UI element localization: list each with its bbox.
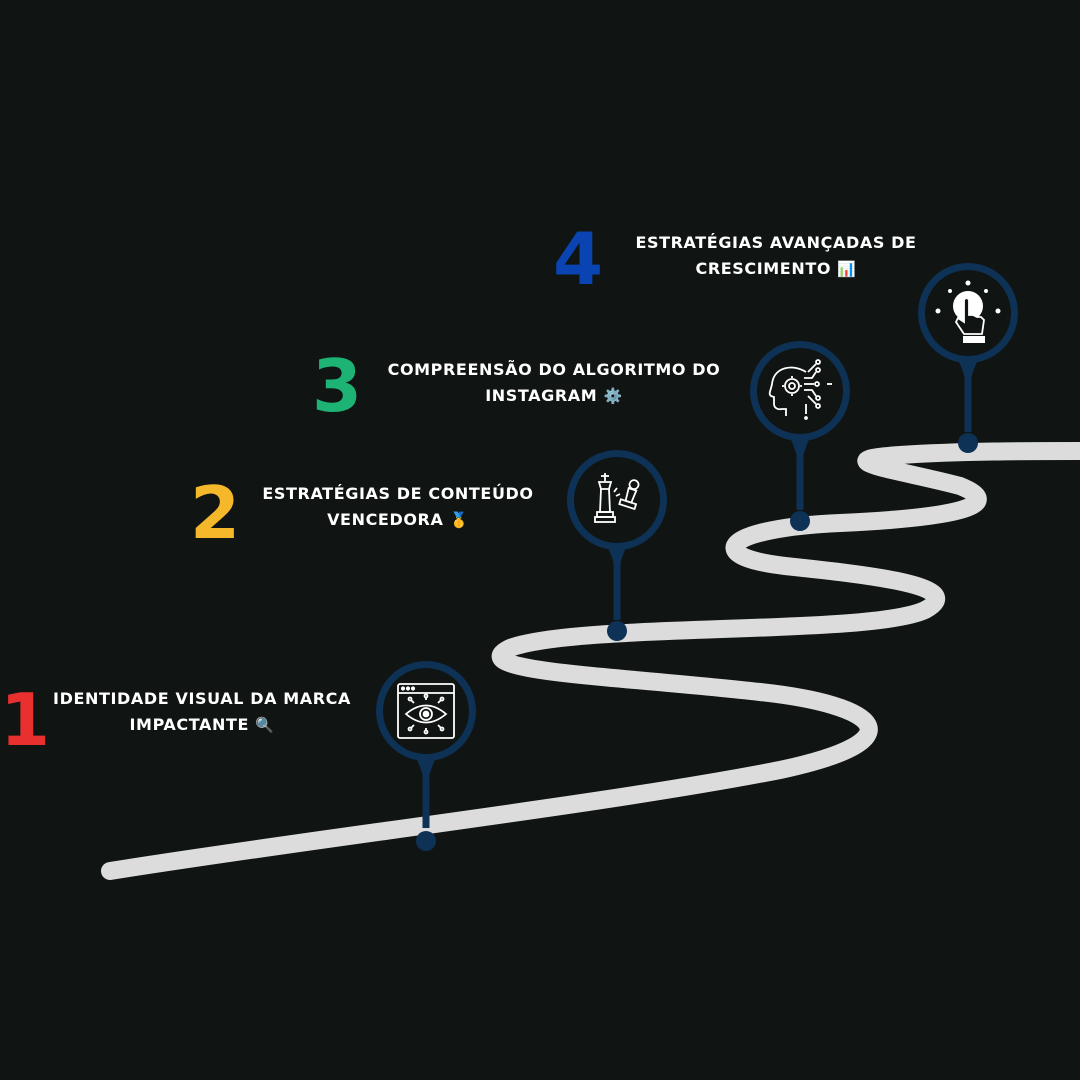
step-3-number: 3 xyxy=(312,344,363,428)
medal-emoji-icon: 🥇 xyxy=(449,511,469,529)
step-1-title-line2-wrap: IMPACTANTE 🔍 xyxy=(53,712,351,738)
road-path xyxy=(101,442,1080,880)
step-3-title-line1: COMPREENSÃO DO ALGORITMO DO xyxy=(387,360,721,379)
step-2-title-line1: ESTRATÉGIAS DE CONTEÚDO xyxy=(262,484,534,503)
pin-4 xyxy=(918,263,1018,453)
step-3-title-line2-wrap: INSTAGRAM ⚙️ xyxy=(388,383,721,409)
step-4-title: ESTRATÉGIAS AVANÇADAS DE CRESCIMENTO 📊 xyxy=(635,230,916,282)
gear-emoji-icon: ⚙️ xyxy=(603,387,623,405)
chess-pieces-icon xyxy=(594,473,640,523)
bar-chart-emoji-icon: 📊 xyxy=(837,260,857,278)
step-1-title-line1: IDENTIDADE VISUAL DA MARCA xyxy=(53,689,351,708)
step-4-title-line2: CRESCIMENTO xyxy=(695,259,832,278)
step-1-number: 1 xyxy=(0,678,51,762)
eye-browser-icon xyxy=(397,683,455,739)
step-2-title-line2-wrap: VENCEDORA 🥇 xyxy=(262,507,533,533)
pin-3 xyxy=(750,341,850,531)
pin-2 xyxy=(567,450,667,641)
step-2-title-line2: VENCEDORA xyxy=(327,510,444,529)
step-2-number: 2 xyxy=(190,471,241,555)
step-3-title-line2: INSTAGRAM xyxy=(485,386,598,405)
step-2-title: ESTRATÉGIAS DE CONTEÚDO VENCEDORA 🥇 xyxy=(262,481,533,533)
step-4-title-line2-wrap: CRESCIMENTO 📊 xyxy=(635,256,916,282)
step-3-title: COMPREENSÃO DO ALGORITMO DO INSTAGRAM ⚙️ xyxy=(388,357,721,409)
ai-brain-icon xyxy=(768,359,832,420)
magnifier-emoji-icon: 🔍 xyxy=(255,716,275,734)
step-1-title: IDENTIDADE VISUAL DA MARCA IMPACTANTE 🔍 xyxy=(53,686,351,738)
step-1-title-line2: IMPACTANTE xyxy=(129,715,250,734)
step-4-number: 4 xyxy=(553,217,604,301)
hand-click-icon xyxy=(935,280,1001,343)
step-4-title-line1: ESTRATÉGIAS AVANÇADAS DE xyxy=(635,233,917,252)
